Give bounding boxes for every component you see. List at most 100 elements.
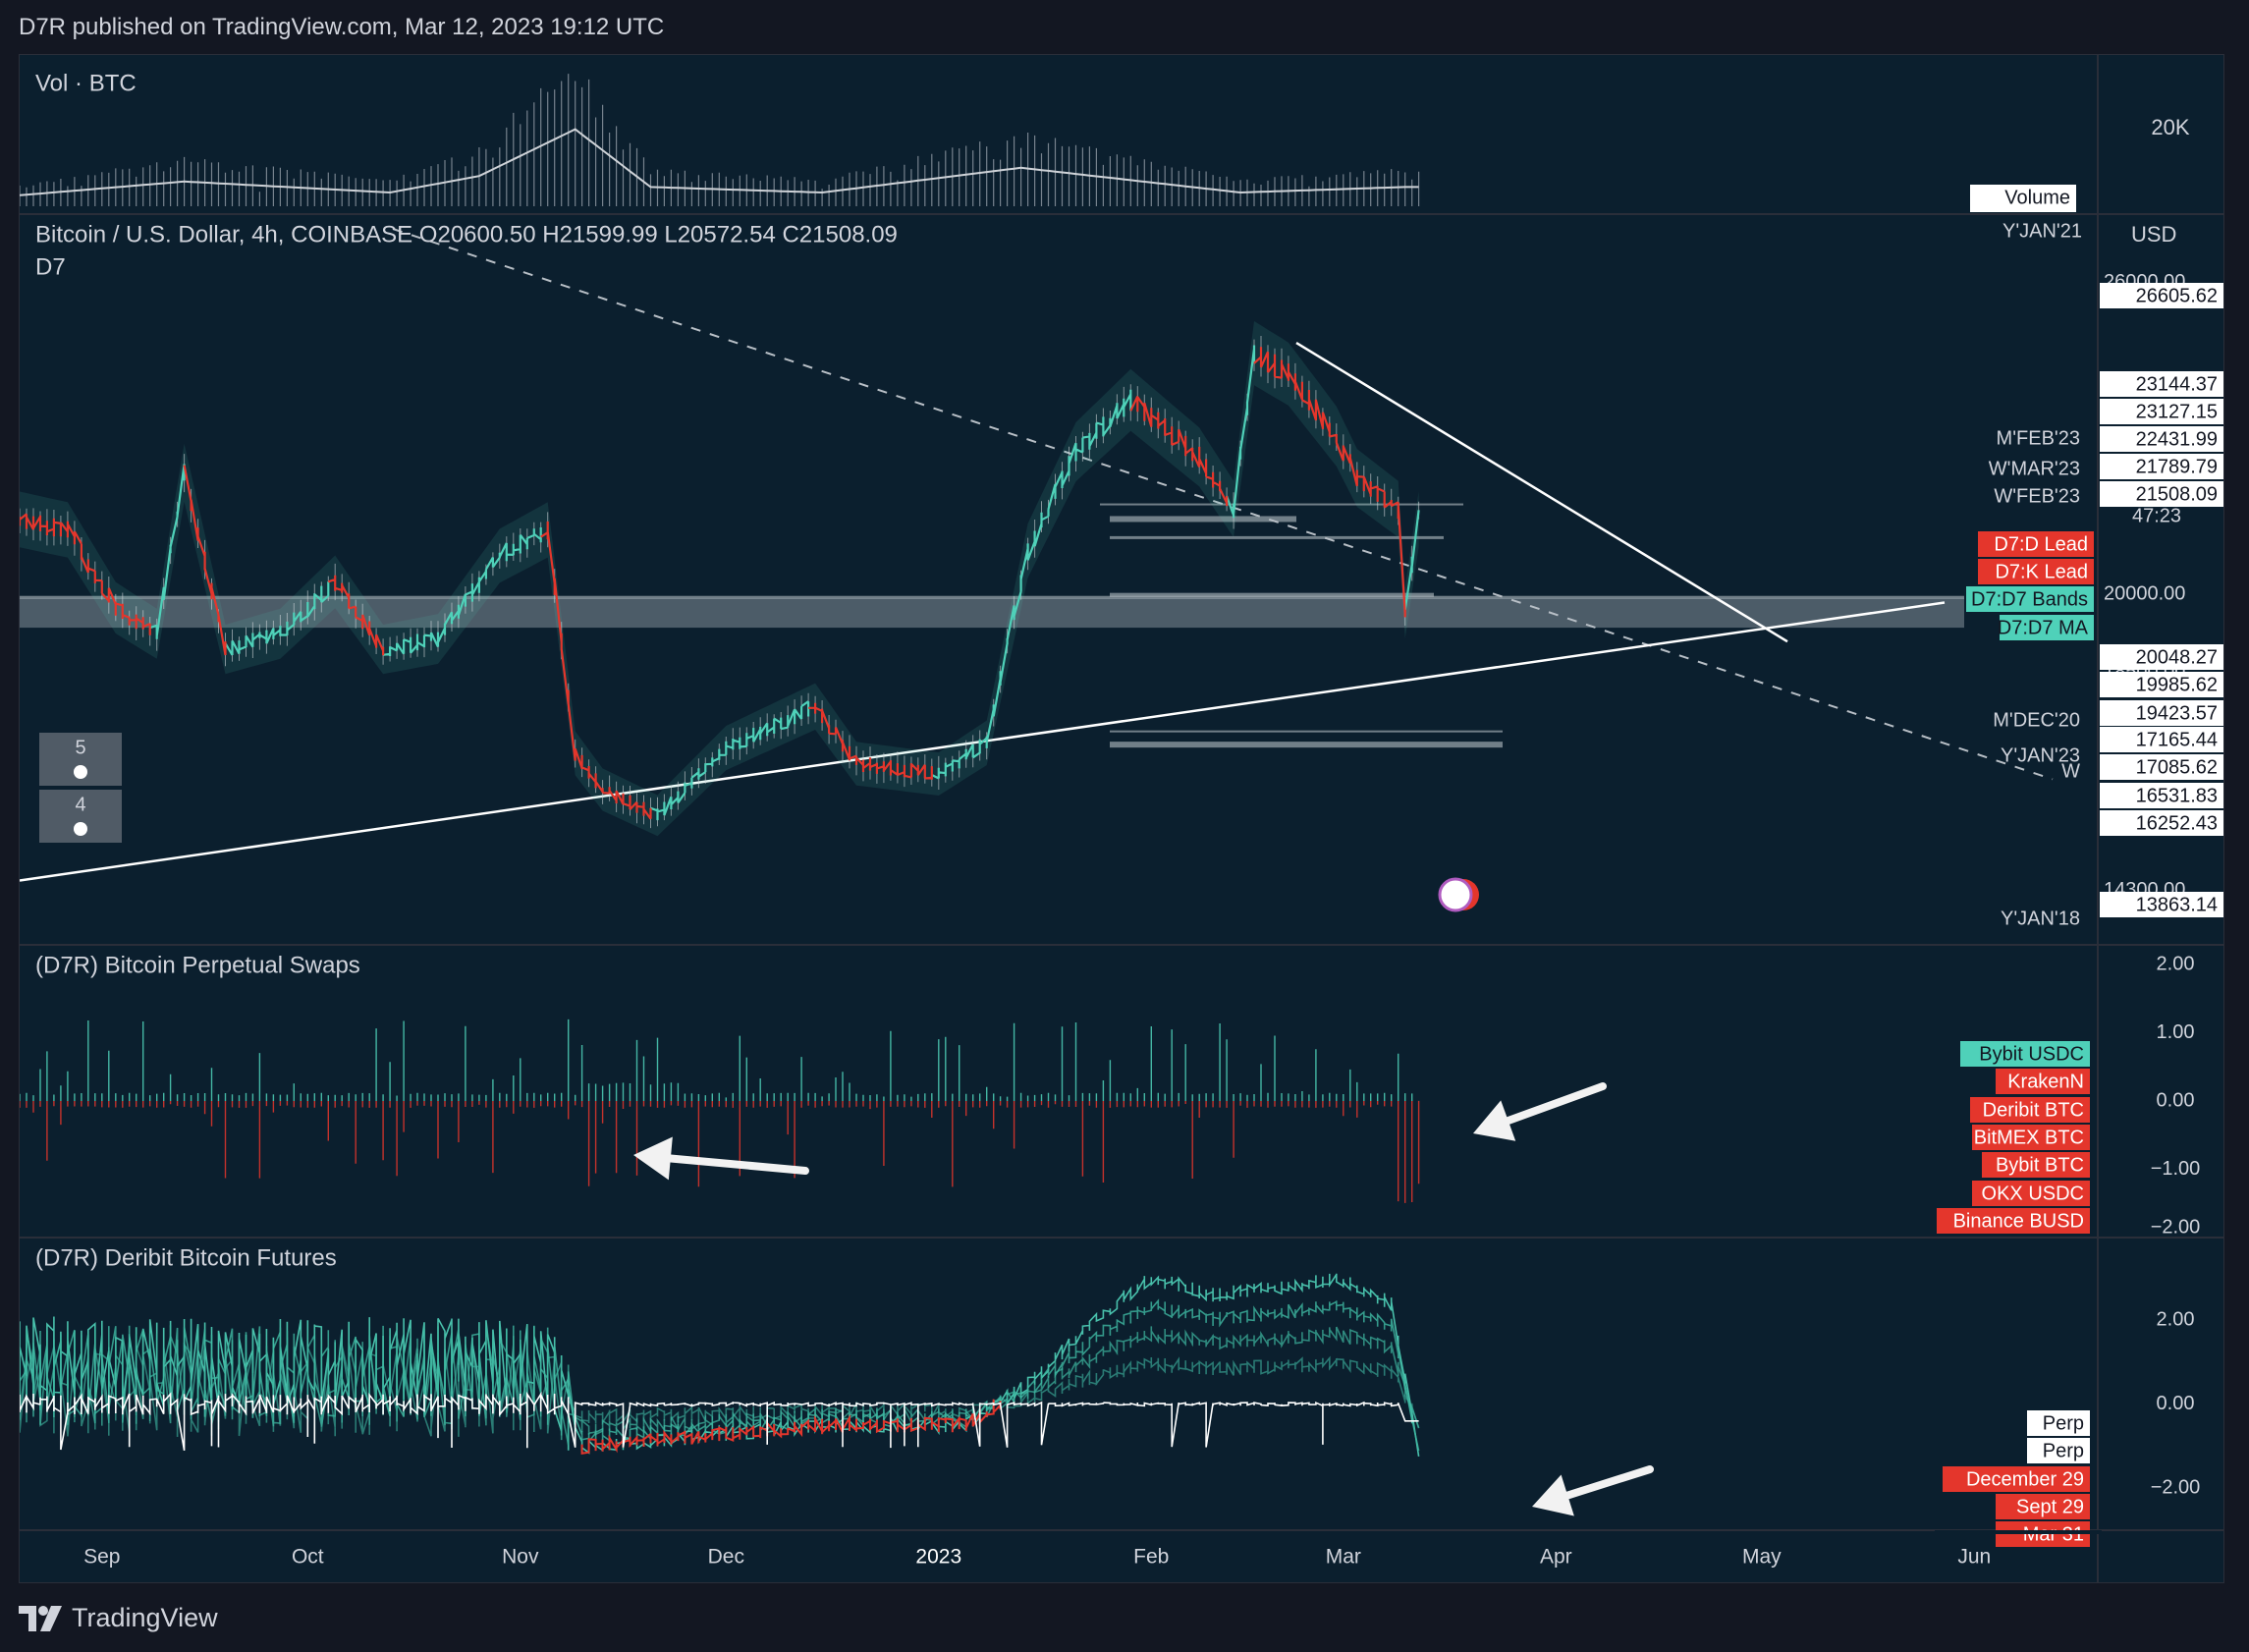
level-label-2: W'FEB'23 xyxy=(1994,485,2080,507)
swaps-legend-5-bg xyxy=(1972,1181,2090,1206)
futures-curve-red xyxy=(580,1399,1002,1455)
annotation-arrow-swaps-head xyxy=(1473,1100,1516,1141)
price-level-band-5 xyxy=(20,595,1964,599)
price-box-12-bg xyxy=(2100,810,2223,836)
volume-y-tick: 20K xyxy=(2151,115,2189,139)
x-tick-1: Oct xyxy=(292,1546,324,1569)
swaps-legend-0-bg xyxy=(1960,1041,2090,1067)
volume-bars xyxy=(20,74,1420,206)
swaps-y-tick-0: 2.00 xyxy=(2157,953,2195,974)
legend-tag-2-bg xyxy=(1966,586,2094,612)
level-label-4: Y'JAN'23 xyxy=(2001,744,2080,766)
price-box-9-bg xyxy=(2100,727,2223,752)
level-label-1: W'MAR'23 xyxy=(1989,458,2080,479)
price-level-band-7 xyxy=(1110,730,1503,733)
x-tick-7: Apr xyxy=(1540,1546,1572,1569)
x-tick-8: May xyxy=(1742,1546,1782,1569)
price-box-0-bg xyxy=(2100,283,2223,308)
marker-dot-1 xyxy=(74,822,87,836)
x-tick-9: Jun xyxy=(1957,1546,1991,1569)
price-box-7-bg xyxy=(2100,672,2223,697)
swaps-legend-5: OKX USDC xyxy=(1982,1183,2084,1204)
swaps-legend-3: BitMEX BTC xyxy=(1974,1127,2084,1148)
price-box-8-bg xyxy=(2100,700,2223,726)
legend-tag-3-bg xyxy=(2000,615,2094,640)
futures-legend-1: Perp xyxy=(2043,1440,2084,1461)
us-flag-icon[interactable] xyxy=(1438,877,1473,912)
published-header: D7R published on TradingView.com, Mar 12… xyxy=(19,14,665,40)
price-box-6: 20048.27 xyxy=(2136,646,2218,668)
swaps-legend-2-bg xyxy=(1970,1097,2090,1123)
footer: TradingView xyxy=(19,1603,218,1633)
marker-label-1: 4 xyxy=(75,794,85,815)
volume-label-bg xyxy=(1970,185,2076,212)
futures-legend-1-bg xyxy=(2027,1438,2090,1463)
tradingview-logo-icon xyxy=(19,1605,62,1631)
price-title: Bitcoin / U.S. Dollar, 4h, COINBASE O206… xyxy=(35,221,898,248)
x-tick-4: 2023 xyxy=(915,1546,961,1569)
futures-legend-0: Perp xyxy=(2043,1412,2084,1434)
price-level-band-6 xyxy=(20,598,1964,629)
legend-tag-0-bg xyxy=(1978,531,2094,557)
price-box-12: 16252.43 xyxy=(2136,812,2218,834)
futures-perp-line xyxy=(20,1391,1419,1452)
swaps-y-tick-1: 1.00 xyxy=(2157,1021,2195,1043)
swaps-legend-1: KrakenN xyxy=(2007,1071,2084,1092)
price-box-0: 26605.62 xyxy=(2136,285,2218,306)
annotation-arrow-left-head xyxy=(633,1136,673,1181)
swaps-legend-3-bg xyxy=(1972,1125,2090,1150)
futures-curve-3 xyxy=(20,1342,1420,1437)
indicator-name: D7 xyxy=(35,253,66,280)
volume-title: Vol · BTC xyxy=(35,70,137,96)
swaps-y-tick-3: −1.00 xyxy=(2151,1158,2201,1180)
swaps-legend-6-bg xyxy=(1937,1208,2090,1234)
swaps-y-tick-4: −2.00 xyxy=(2151,1216,2201,1238)
swaps-y-tick-2: 0.00 xyxy=(2157,1089,2195,1111)
price-y-tick-1: 20000.00 xyxy=(2104,583,2185,605)
x-tick-5: Feb xyxy=(1133,1546,1169,1569)
swaps-positive-bars xyxy=(20,1019,1420,1101)
legend-tag-3: D7:D7 MA xyxy=(1998,617,2089,638)
swaps-legend-6: Binance BUSD xyxy=(1953,1210,2084,1232)
price-box-4: 21789.79 xyxy=(2136,456,2218,477)
price-level-band-8 xyxy=(1110,742,1503,748)
price-box-13: 13863.14 xyxy=(2136,894,2218,915)
legend-tag-0: D7:D Lead xyxy=(1994,533,2088,555)
chart-canvas[interactable]: Vol · BTC 20K Volume Y'JAN'21 Bitcoin / U.S.… xyxy=(20,55,2224,1583)
x-tick-3: Dec xyxy=(708,1546,744,1569)
swaps-negative-bars xyxy=(20,1101,1420,1203)
countdown-label: 47:23 xyxy=(2132,505,2181,526)
futures-legend-4: Mar 31 xyxy=(2023,1523,2084,1545)
price-box-10-bg xyxy=(2100,754,2223,780)
swaps-legend-2: Deribit BTC xyxy=(1983,1099,2084,1121)
annotation-arrow-swaps-shaft xyxy=(1504,1082,1607,1126)
x-tick-2: Nov xyxy=(502,1546,539,1569)
price-box-3: 22431.99 xyxy=(2136,428,2218,450)
price-line-bear xyxy=(20,347,1406,820)
level-label-5: W xyxy=(2061,760,2080,782)
price-box-7: 19985.62 xyxy=(2136,674,2218,695)
legend-tag-2: D7:D7 Bands xyxy=(1971,588,2088,610)
volume-label: Volume xyxy=(2004,187,2070,208)
swaps-legend-0: Bybit USDC xyxy=(1979,1043,2084,1065)
futures-y-tick-0: 2.00 xyxy=(2157,1308,2195,1330)
price-box-11: 16531.83 xyxy=(2136,785,2218,806)
currency-label: USD xyxy=(2131,222,2176,247)
price-box-1-bg xyxy=(2100,371,2223,397)
futures-legend-0-bg xyxy=(2027,1410,2090,1436)
price-line-bull xyxy=(149,345,1420,821)
futures-y-tick-1: 0.00 xyxy=(2157,1393,2195,1414)
swaps-legend-1-bg xyxy=(1996,1069,2090,1094)
price-box-10: 17085.62 xyxy=(2136,756,2218,778)
legend-tag-1-bg xyxy=(1978,559,2094,584)
price-box-2: 23127.15 xyxy=(2136,401,2218,422)
price-box-4-bg xyxy=(2100,454,2223,479)
futures-title: (D7R) Deribit Bitcoin Futures xyxy=(35,1244,337,1271)
futures-curve-2 xyxy=(20,1326,1420,1446)
legend-tag-1: D7:K Lead xyxy=(1995,561,2088,582)
volume-level-label: Y'JAN'21 xyxy=(2002,220,2082,242)
level-label-6: Y'JAN'18 xyxy=(2001,908,2080,929)
level-label-0: M'FEB'23 xyxy=(1997,427,2080,449)
futures-legend-2: December 29 xyxy=(1966,1468,2084,1490)
dashed-trendline xyxy=(392,228,2054,781)
